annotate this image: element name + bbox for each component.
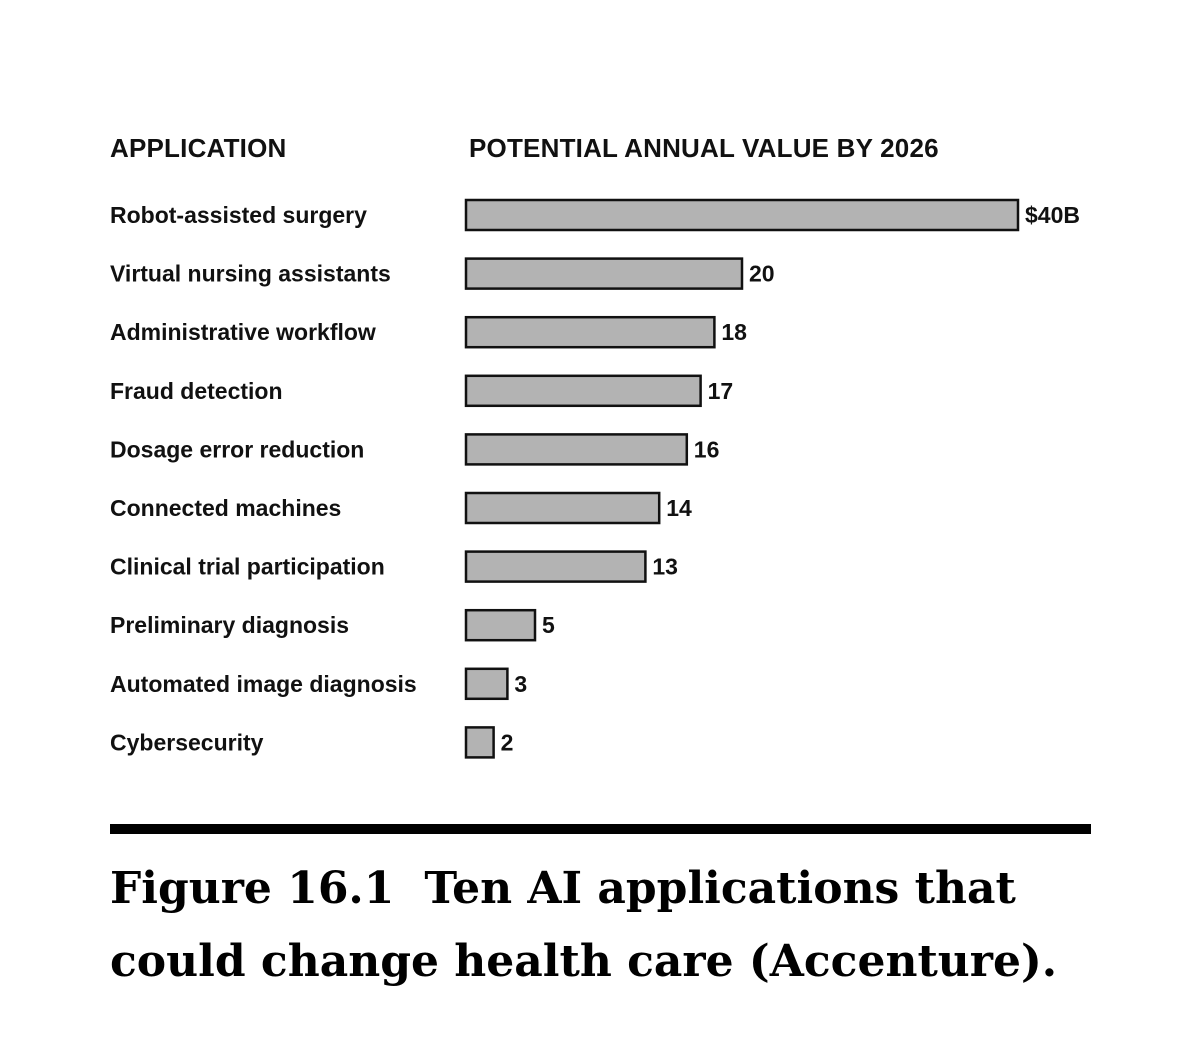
value-label: 16 — [694, 436, 720, 462]
value-label: 13 — [652, 554, 678, 580]
category-label: Dosage error reduction — [110, 436, 364, 462]
bar — [464, 433, 689, 466]
figure-label: Figure 16.1 — [110, 863, 395, 914]
bar — [464, 491, 661, 525]
category-label: Connected machines — [110, 495, 341, 521]
category-label: Fraud detection — [110, 378, 283, 404]
category-label: Automated image diagnosis — [110, 671, 417, 697]
bar — [464, 608, 537, 642]
category-label: Cybersecurity — [110, 729, 264, 755]
value-label: 20 — [749, 261, 775, 287]
category-label: Preliminary diagnosis — [110, 612, 349, 638]
category-label: Robot-assisted surgery — [110, 202, 367, 228]
category-label: Administrative workflow — [110, 319, 376, 345]
value-label: 5 — [542, 612, 555, 638]
category-label: Virtual nursing assistants — [110, 261, 391, 287]
figure-caption: Figure 16.1 Ten AI applications that coul… — [110, 852, 1110, 998]
bar — [464, 315, 716, 349]
value-label: 3 — [514, 671, 527, 697]
bar — [464, 726, 495, 759]
bar — [464, 198, 1020, 232]
caption-divider — [110, 824, 1091, 834]
category-column-header: APPLICATION — [110, 133, 287, 163]
caption-line-2: could change health care (Accenture). — [110, 936, 1058, 987]
caption-line-1: Ten AI applications that — [424, 863, 1016, 914]
value-label: 17 — [708, 378, 734, 404]
value-label: $40B — [1025, 202, 1080, 228]
bar — [464, 550, 647, 583]
value-label: 18 — [721, 319, 747, 345]
value-label: 14 — [666, 495, 692, 521]
bar — [464, 257, 744, 290]
value-column-header: POTENTIAL ANNUAL VALUE BY 2026 — [469, 133, 939, 163]
bar — [464, 374, 702, 408]
value-label: 2 — [501, 729, 514, 755]
bar — [464, 667, 509, 701]
category-label: Clinical trial participation — [110, 554, 385, 580]
bar-chart: Robot-assisted surgery $40B Virtual nursin… — [110, 198, 1080, 759]
